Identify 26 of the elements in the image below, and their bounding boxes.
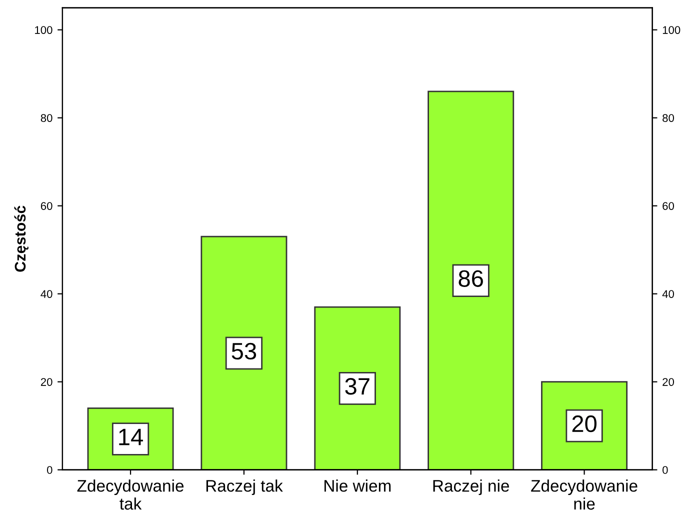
y-tick-label: 20 xyxy=(40,378,52,386)
y-tick-label: 40 xyxy=(40,290,52,298)
y-axis-title: Częstość xyxy=(14,206,28,272)
y-tick-label: 60 xyxy=(40,202,52,210)
data-label: 20 xyxy=(572,415,597,432)
bar xyxy=(428,90,514,470)
y2-tick-label: 40 xyxy=(662,290,674,298)
data-label: 86 xyxy=(458,270,483,287)
x-tick-label: Zdecydowanie tak xyxy=(77,480,184,510)
y2-tick-label: 60 xyxy=(662,202,674,210)
bar xyxy=(200,236,288,470)
data-label: 14 xyxy=(119,428,143,446)
y-tick-label: 80 xyxy=(40,114,52,122)
y2-tick-label: 20 xyxy=(662,378,674,386)
bar xyxy=(314,306,401,470)
y2-tick-label: 0 xyxy=(662,466,668,474)
y2-tick-label: 80 xyxy=(662,114,674,122)
data-label: 53 xyxy=(232,342,256,360)
x-tick-label: Nie wiem xyxy=(324,480,391,492)
x-tick-label: Zdecydowanie nie xyxy=(531,480,638,510)
y-tick-label: 100 xyxy=(35,26,52,34)
y-tick-label: 0 xyxy=(46,466,52,474)
x-tick-label: Raczej tak xyxy=(206,480,283,496)
data-label: 37 xyxy=(345,378,370,395)
x-tick-label: Raczej nie xyxy=(433,480,510,496)
y2-tick-label: 100 xyxy=(662,26,680,34)
